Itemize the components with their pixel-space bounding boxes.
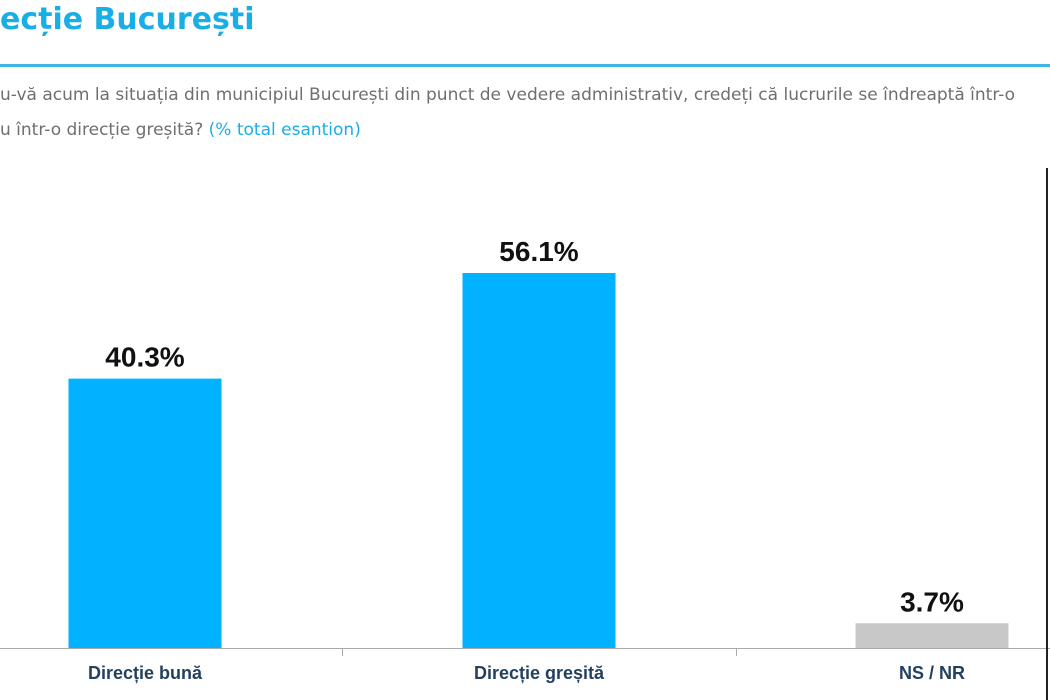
bar-value-label-2: 56.1% (499, 236, 578, 267)
bar-value-label-1: 40.3% (105, 342, 184, 373)
bar-2 (462, 273, 616, 648)
bar-1 (68, 378, 222, 648)
bar-3 (855, 623, 1009, 648)
question-text-line-2: u într-o direcție greșită? (% total esan… (0, 120, 361, 140)
bar-value-label-3: 3.7% (900, 586, 964, 617)
sample-note: (% total esantion) (208, 120, 361, 140)
page-title: ecție București (0, 2, 255, 37)
category-label-2: Direcție greșită (474, 663, 605, 683)
question-text-line-2-main: u într-o direcție greșită? (0, 120, 204, 140)
category-label-1: Direcție bună (88, 663, 203, 683)
title-divider (0, 64, 1050, 67)
question-text-line-1: u-vă acum la situația din municipiul Buc… (0, 85, 1016, 105)
category-label-3: NS / NR (899, 663, 965, 683)
